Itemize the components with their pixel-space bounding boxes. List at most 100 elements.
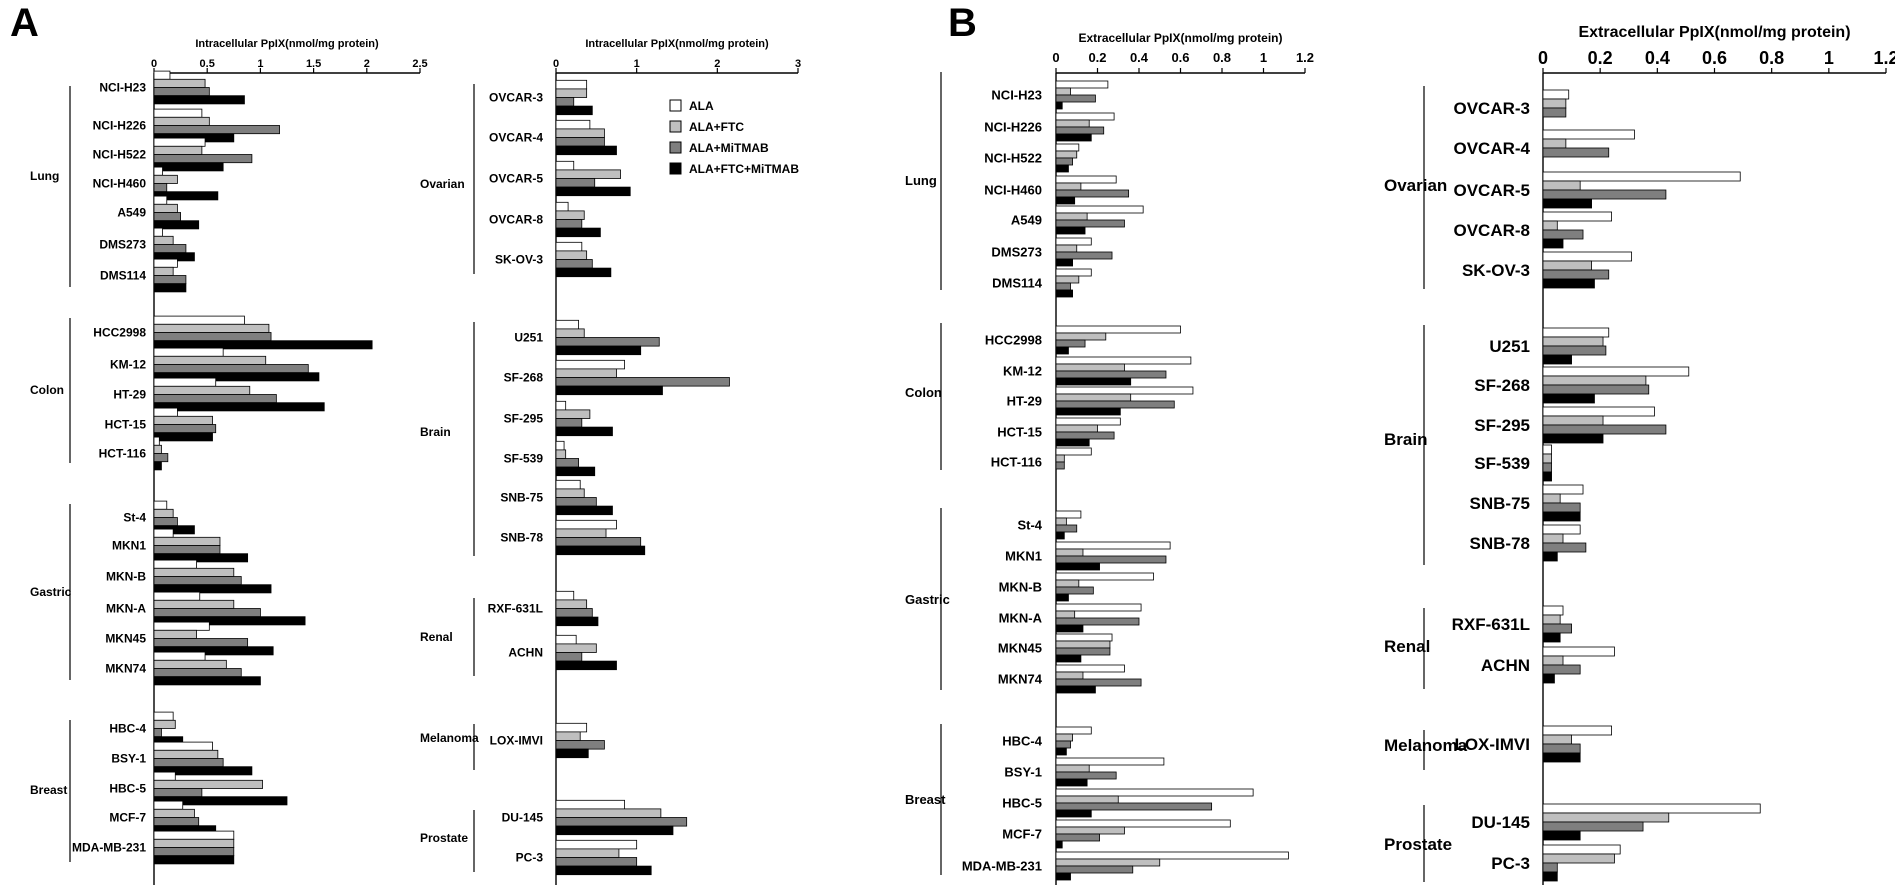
bar-ala-mitmab	[1542, 345, 1607, 356]
bar-ala-ftc	[1542, 180, 1581, 191]
category-label: PC-3	[516, 851, 544, 865]
category-label: OVCAR-3	[1453, 99, 1530, 118]
bar-ala	[1542, 524, 1581, 535]
bar-ala-ftc-mitmab	[1542, 632, 1561, 643]
bar-ala	[153, 528, 174, 538]
bar-ala-mitmab	[1055, 586, 1094, 595]
bar-ala-ftc	[153, 567, 235, 577]
bar-ala	[1542, 605, 1564, 616]
bar-ala	[153, 500, 168, 510]
bar-ala	[153, 108, 203, 118]
bar-ala-ftc	[1542, 493, 1561, 504]
bar-ala-ftc	[1055, 87, 1071, 96]
bar-ala	[1542, 646, 1615, 657]
category-label: OVCAR-8	[1453, 221, 1530, 240]
bar-ala-mitmab	[555, 377, 730, 387]
bar-ala-mitmab	[153, 817, 200, 827]
category-label: MKN-B	[106, 570, 146, 584]
category-label: PC-3	[1491, 854, 1530, 873]
bar-ala	[555, 440, 565, 451]
category-label: SF-295	[1474, 416, 1530, 435]
bar-ala-mitmab	[153, 453, 169, 463]
bar-ala	[153, 407, 178, 417]
bar-ala-mitmab	[1542, 424, 1667, 435]
bar-ala-mitmab	[153, 788, 203, 798]
bar-ala-ftc-mitmab	[555, 660, 617, 671]
bar-ala-ftc-mitmab	[555, 345, 642, 356]
bar-ala	[153, 711, 174, 721]
bar-ala-mitmab	[1055, 431, 1115, 440]
bar-ala-mitmab	[153, 183, 168, 193]
bar-ala-ftc	[153, 266, 174, 276]
x-tick-label: 0.2	[1588, 48, 1613, 68]
category-label: SNB-75	[1470, 494, 1530, 513]
bar-ala-ftc-mitmab	[1542, 354, 1572, 365]
bar-ala-mitmab	[1542, 462, 1552, 473]
bar-ala-mitmab	[1055, 157, 1074, 166]
bar-ala	[1055, 417, 1121, 426]
bar-ala-ftc-mitmab	[1542, 752, 1581, 763]
group-label: Colon	[905, 385, 942, 400]
x-tick-label: 0.6	[1702, 48, 1727, 68]
bar-ala-mitmab	[1055, 771, 1117, 780]
bar-ala	[1055, 726, 1092, 735]
group-label: Prostate	[1384, 835, 1452, 854]
bar-ala-ftc	[555, 643, 597, 653]
bar-ala-ftc	[153, 444, 162, 454]
category-label: DMS114	[100, 269, 146, 283]
bar-ala-ftc	[1055, 244, 1078, 253]
bar-ala-mitmab	[153, 576, 242, 586]
x-tick-label: 0.5	[200, 58, 215, 70]
bar-ala-ftc	[1542, 533, 1564, 544]
bar-ala-mitmab	[153, 332, 272, 342]
bar-ala-mitmab	[555, 418, 583, 428]
bar-ala-ftc-mitmab	[1542, 673, 1555, 684]
x-tick-label: 0.6	[1171, 50, 1189, 65]
x-tick-label: 0	[151, 58, 157, 70]
bar-ala-mitmab	[1055, 219, 1125, 228]
bar-ala	[1055, 237, 1092, 246]
bar-ala-ftc	[153, 808, 195, 818]
bar-ala-mitmab	[153, 212, 182, 222]
bar-ala	[555, 400, 567, 411]
bar-ala	[1055, 757, 1165, 766]
bar-ala-mitmab	[555, 219, 583, 229]
bar-ala-mitmab	[153, 275, 187, 285]
bar-ala-ftc	[153, 838, 235, 848]
bar-ala-ftc-mitmab	[1542, 198, 1592, 209]
bar-ala	[153, 377, 217, 387]
bar-ala-ftc	[555, 250, 588, 260]
bar-ala-ftc	[1542, 138, 1567, 149]
category-label: NCI-H23	[99, 81, 146, 95]
category-label: SF-295	[504, 412, 544, 426]
bar-ala-ftc-mitmab	[555, 385, 663, 396]
bar-ala-ftc-mitmab	[555, 616, 599, 627]
bar-ala-ftc-mitmab	[1542, 278, 1595, 289]
bar-ala-ftc	[1055, 275, 1080, 284]
bar-ala-mitmab	[555, 857, 638, 867]
bar-ala-ftc-mitmab	[1055, 346, 1069, 355]
group-label: Prostate	[420, 831, 468, 845]
bar-ala-ftc-mitmab	[1055, 164, 1069, 173]
category-label: DMS273	[99, 238, 146, 252]
bar-ala	[1055, 851, 1289, 860]
category-label: ACHN	[508, 646, 543, 660]
bar-ala-ftc	[555, 449, 567, 459]
bar-ala-ftc	[1055, 764, 1090, 773]
bar-ala	[555, 119, 591, 130]
x-tick-label: 1	[1260, 50, 1267, 65]
category-label: HCC2998	[93, 326, 146, 340]
bar-ala-mitmab	[1542, 862, 1558, 873]
bar-ala-ftc-mitmab	[153, 432, 213, 442]
bar-ala	[153, 591, 201, 601]
bar-ala-ftc	[1542, 853, 1615, 864]
category-label: DU-145	[502, 811, 544, 825]
bar-ala-ftc	[1055, 424, 1098, 433]
bar-ala-ftc	[555, 488, 585, 498]
bar-ala	[1055, 572, 1154, 581]
bar-ala-ftc	[153, 719, 176, 729]
panel-letter-a: A	[10, 1, 39, 45]
bar-ala-mitmab	[555, 337, 660, 347]
bar-ala	[153, 559, 197, 569]
legend-swatch	[669, 120, 682, 133]
